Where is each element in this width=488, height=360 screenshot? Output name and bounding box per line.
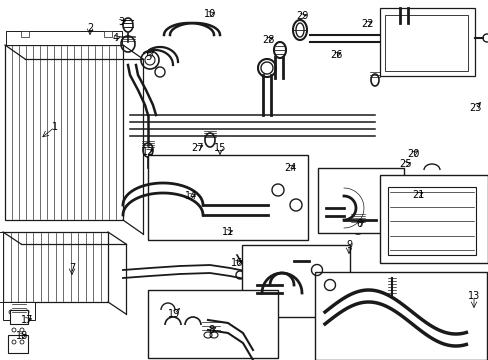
Bar — [8, 335, 28, 353]
Text: 2: 2 — [87, 23, 93, 33]
Text: 12: 12 — [142, 147, 154, 157]
Text: 24: 24 — [283, 163, 296, 173]
Bar — [200, 330, 222, 346]
Text: 29: 29 — [295, 11, 307, 21]
Text: 1: 1 — [52, 122, 58, 132]
Text: 20: 20 — [406, 149, 418, 159]
Text: 27: 27 — [191, 143, 204, 153]
Text: 15: 15 — [213, 143, 226, 153]
Text: 18: 18 — [16, 331, 28, 341]
Text: 28: 28 — [261, 35, 274, 45]
Text: 25: 25 — [399, 159, 411, 169]
Bar — [104, 31, 112, 37]
Text: 10: 10 — [203, 9, 216, 19]
Bar — [3, 232, 108, 302]
Text: 6: 6 — [355, 219, 361, 229]
Bar — [242, 245, 349, 317]
Text: 23: 23 — [468, 103, 480, 113]
Text: 3: 3 — [118, 17, 124, 27]
Text: 16: 16 — [230, 258, 243, 268]
Text: 11: 11 — [222, 227, 234, 237]
Bar — [317, 168, 403, 233]
Text: 7: 7 — [69, 263, 75, 273]
Text: 14: 14 — [184, 191, 197, 201]
Bar — [10, 310, 28, 324]
Text: 21: 21 — [411, 190, 423, 200]
Text: 19: 19 — [167, 309, 180, 319]
Bar — [379, 8, 474, 76]
Bar — [314, 272, 486, 360]
Bar — [148, 290, 278, 358]
Bar — [3, 302, 35, 320]
Bar — [148, 155, 307, 240]
Bar — [387, 187, 475, 255]
Text: 4: 4 — [113, 33, 119, 43]
Bar — [384, 15, 467, 71]
Text: 9: 9 — [345, 240, 351, 250]
Text: 22: 22 — [360, 19, 372, 29]
Bar — [5, 45, 123, 220]
Text: 26: 26 — [329, 50, 342, 60]
Text: 8: 8 — [207, 325, 214, 335]
Text: 17: 17 — [21, 315, 33, 325]
Text: 13: 13 — [467, 291, 479, 301]
Bar — [0, 232, 3, 302]
Text: 5: 5 — [144, 52, 151, 62]
Bar — [379, 175, 487, 263]
Bar — [6, 31, 122, 45]
Bar — [21, 31, 29, 37]
